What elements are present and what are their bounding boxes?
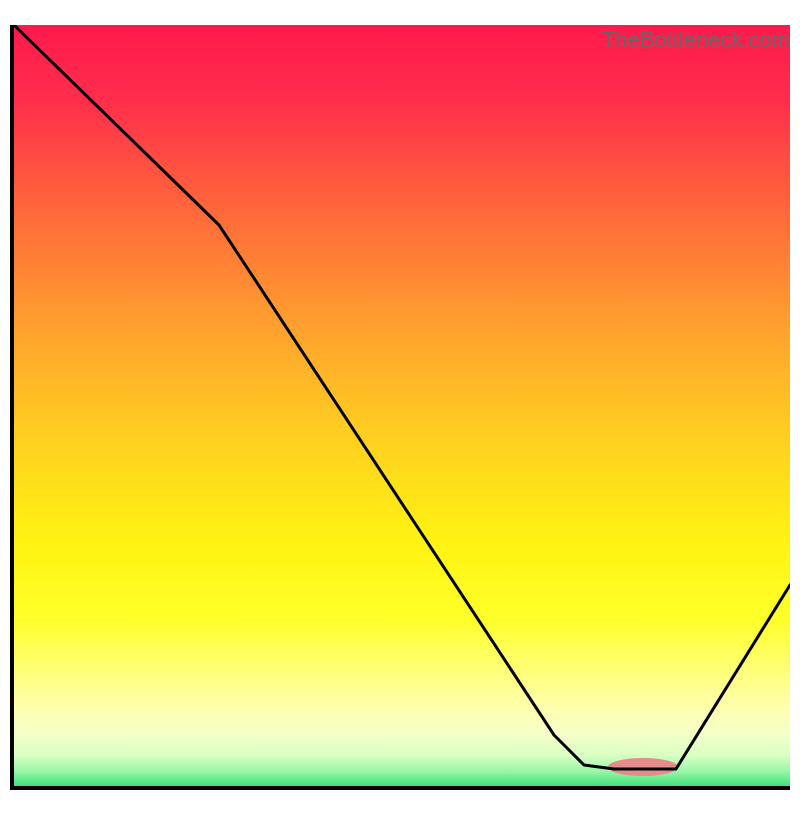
chart-svg	[14, 25, 790, 786]
optimal-marker	[608, 758, 678, 776]
chart-area	[10, 25, 790, 790]
watermark-text: TheBottleneck.com	[602, 27, 790, 53]
